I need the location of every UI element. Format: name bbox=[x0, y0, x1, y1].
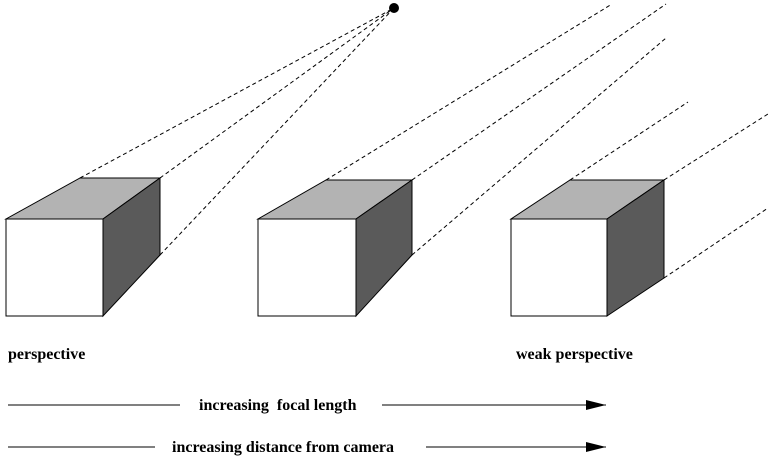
label-increasing-distance: increasing distance from camera bbox=[172, 439, 394, 456]
perspective-rays bbox=[79, 7, 395, 256]
ray-8 bbox=[663, 113, 769, 181]
ray-3 bbox=[159, 7, 395, 256]
ray-7 bbox=[569, 101, 689, 181]
cube-weak-perspective bbox=[509, 179, 666, 317]
label-perspective: perspective bbox=[8, 346, 85, 363]
ray-2 bbox=[159, 7, 395, 179]
intermediate-rays bbox=[325, 3, 667, 256]
cube-intermediate bbox=[256, 179, 414, 318]
cube-perspective bbox=[4, 177, 162, 318]
cube-front-face bbox=[5, 218, 104, 317]
label-increasing-focal-length: increasing focal length bbox=[199, 397, 357, 414]
ray-1 bbox=[79, 7, 395, 179]
cube-front-face bbox=[510, 218, 608, 317]
ray-4 bbox=[325, 3, 613, 181]
cube-front-face bbox=[257, 218, 357, 317]
weak-perspective-rays bbox=[569, 101, 769, 279]
ray-9 bbox=[663, 207, 769, 279]
label-weak-perspective: weak perspective bbox=[516, 346, 633, 363]
ray-5 bbox=[411, 3, 667, 181]
